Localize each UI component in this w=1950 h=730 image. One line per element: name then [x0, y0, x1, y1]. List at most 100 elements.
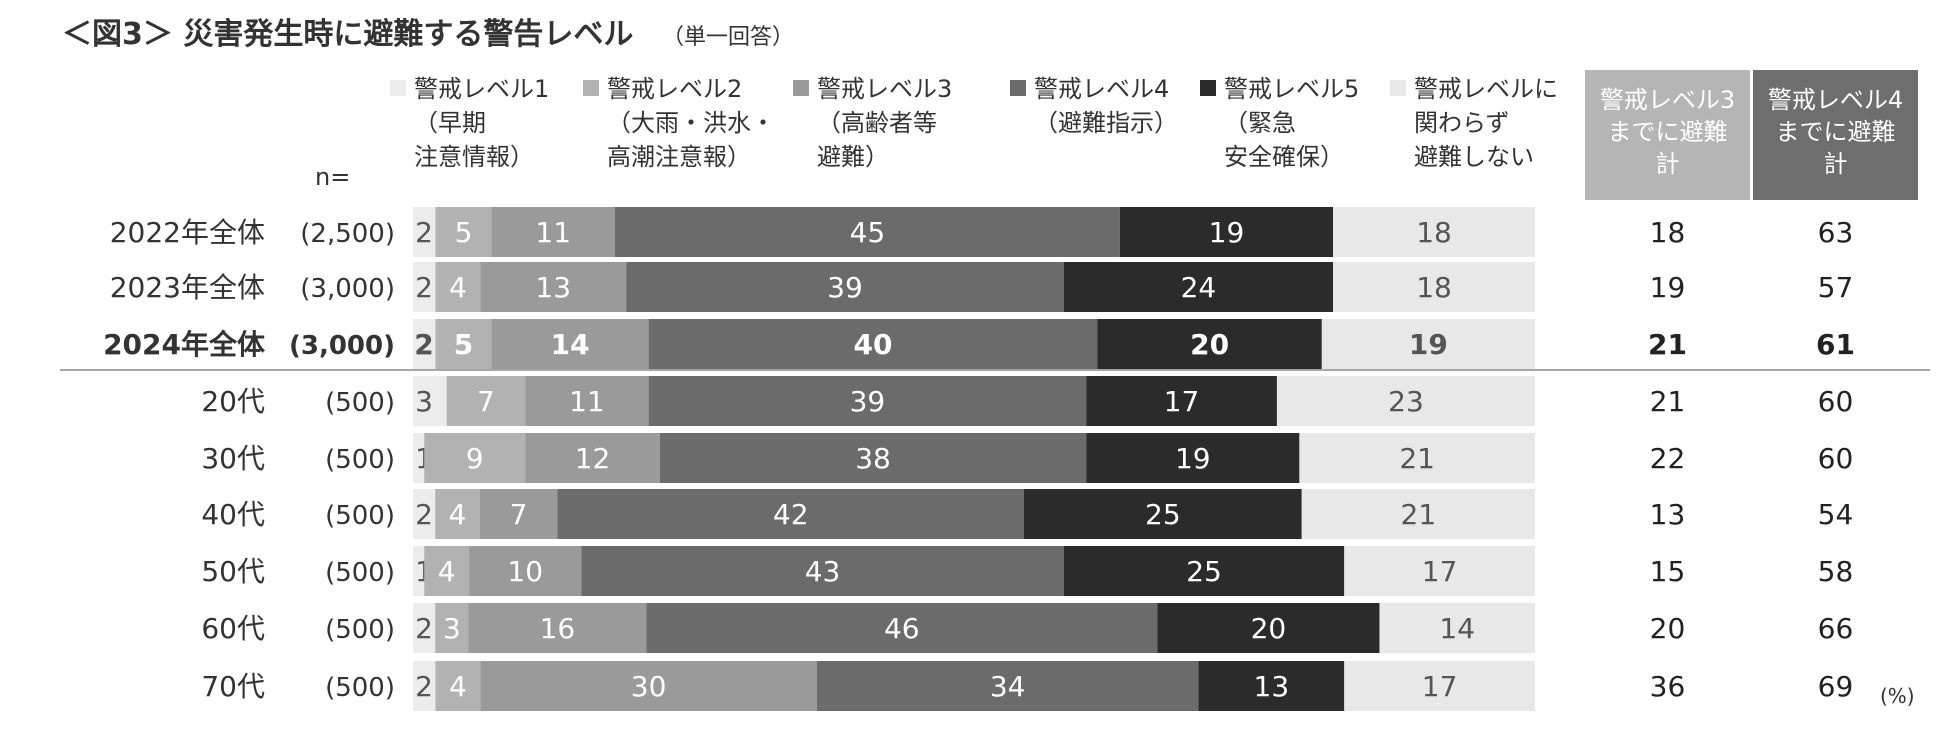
bar-segment-level5 — [1097, 319, 1322, 369]
data-label: 24 — [1181, 271, 1217, 304]
bar-segment-level1 — [413, 661, 436, 711]
row-label: 2023年全体 — [110, 271, 265, 304]
row-label: 60代 — [201, 612, 265, 645]
row-n-value: (3,000) — [300, 274, 395, 304]
row-n-value: (500) — [325, 445, 395, 475]
summary-header-bg-1 — [1585, 70, 1750, 200]
row-2: 2023年全体 (3,000) 2 4 13 39 24 18 19 57 — [110, 262, 1854, 312]
legend-label-5: 警戒レベル5 （緊急安全確保） — [1224, 75, 1359, 171]
summary-value-2: 54 — [1818, 498, 1854, 531]
summary-value-1: 13 — [1650, 498, 1686, 531]
data-label: 9 — [466, 442, 484, 475]
data-label: 13 — [1254, 670, 1290, 703]
summary-value-2: 66 — [1818, 612, 1854, 645]
bar-segment-level5 — [1063, 546, 1345, 596]
bar-segment-level3 — [480, 262, 627, 312]
bar-segment-level6 — [1321, 319, 1535, 369]
row-n-value: (500) — [325, 615, 395, 645]
bar-segment-level2 — [435, 603, 469, 653]
legend-swatch-1 — [390, 80, 406, 96]
row-n-value: (500) — [325, 558, 395, 588]
data-label: 20 — [1190, 328, 1229, 361]
legend: 警戒レベル1 （早期注意情報） 警戒レベル2 （大雨・洪水・高潮注意報） 警戒レベル3 （… — [390, 75, 1558, 171]
data-label: 4 — [449, 670, 467, 703]
bar-segment-level6 — [1299, 433, 1535, 483]
data-label: 11 — [569, 385, 605, 418]
row-label: 50代 — [201, 555, 265, 588]
summary-header-bg-2 — [1753, 70, 1918, 200]
row-label: 20代 — [201, 385, 265, 418]
bar-segment-level2 — [435, 489, 480, 539]
bar-segment-level1 — [413, 603, 436, 653]
data-label: 21 — [1401, 498, 1437, 531]
row-label: 40代 — [201, 498, 265, 531]
data-label: 42 — [773, 498, 809, 531]
bar-segment-level4 — [648, 319, 1098, 369]
bar-segment-level3 — [468, 603, 647, 653]
legend-swatch-5 — [1200, 80, 1216, 96]
bar-segment-level3 — [491, 207, 615, 257]
data-label: 13 — [535, 271, 571, 304]
row-4: 20代 (500) 3 7 11 39 17 23 21 60 — [201, 376, 1853, 426]
summary-value-2: 60 — [1818, 442, 1854, 475]
data-label: 7 — [510, 498, 528, 531]
bar-segment-level6 — [1344, 661, 1535, 711]
bar-segment-level1 — [413, 207, 436, 257]
row-label: 2022年全体 — [110, 216, 265, 249]
data-label: 21 — [1399, 442, 1435, 475]
summary-value-1: 21 — [1650, 385, 1686, 418]
bar-segment-level1 — [413, 489, 436, 539]
data-label: 25 — [1145, 498, 1181, 531]
row-8: 60代 (500) 2 3 16 46 20 14 20 66 — [201, 603, 1853, 653]
row-7: 50代 (500) 1 4 10 43 25 17 15 58 — [201, 546, 1853, 596]
legend-swatch-2 — [583, 80, 599, 96]
data-label: 17 — [1422, 670, 1458, 703]
data-label: 39 — [850, 385, 886, 418]
data-label: 20 — [1251, 612, 1287, 645]
bar-segment-level5 — [1023, 489, 1302, 539]
data-label: 14 — [1439, 612, 1475, 645]
data-label: 23 — [1388, 385, 1424, 418]
data-label: 3 — [443, 612, 461, 645]
legend-label-6: 警戒レベルに関わらず避難しない — [1414, 75, 1558, 171]
data-label: 2 — [415, 271, 433, 304]
n-label: n= — [315, 163, 350, 191]
summary-value-2: 61 — [1816, 328, 1855, 361]
bar-segment-level1 — [413, 262, 436, 312]
summary-value-1: 36 — [1650, 670, 1686, 703]
summary-value-2: 57 — [1818, 271, 1854, 304]
bar-segment-level2 — [424, 546, 470, 596]
row-n-value: (500) — [325, 501, 395, 531]
summary-header-2: 警戒レベル4 までに避難計 — [1768, 86, 1903, 178]
bar-segment-level6 — [1301, 489, 1535, 539]
data-label: 39 — [827, 271, 863, 304]
data-label: 3 — [415, 385, 433, 418]
bar-segment-level4 — [659, 433, 1087, 483]
data-label: 2 — [415, 498, 433, 531]
data-label: 4 — [449, 271, 467, 304]
bar-segment-level2 — [424, 433, 526, 483]
data-label: 34 — [990, 670, 1026, 703]
data-label: 17 — [1422, 555, 1458, 588]
data-label: 19 — [1175, 442, 1211, 475]
row-n-value: (500) — [325, 388, 395, 418]
summary-value-2: 60 — [1818, 385, 1854, 418]
data-label: 46 — [884, 612, 920, 645]
bar-segment-level6 — [1344, 546, 1535, 596]
data-label: 18 — [1416, 271, 1452, 304]
bar-segment-level1 — [413, 319, 436, 369]
row-6: 40代 (500) 2 4 7 42 25 21 13 54 — [201, 489, 1853, 539]
bar-segment-level6 — [1333, 207, 1535, 257]
data-label: 19 — [1209, 216, 1245, 249]
bar-segment-level3 — [491, 319, 649, 369]
legend-swatch-4 — [1010, 80, 1026, 96]
data-label: 2 — [415, 216, 433, 249]
data-label: 19 — [1409, 328, 1448, 361]
bar-segment-level1 — [413, 376, 447, 426]
chart-title: ＜図3＞ 災害発生時に避難する警告レベル — [62, 17, 633, 52]
data-label: 5 — [454, 328, 473, 361]
row-1: 2022年全体 (2,500) 2 5 11 45 19 18 18 63 — [110, 207, 1853, 257]
bar-segment-level2 — [446, 376, 526, 426]
